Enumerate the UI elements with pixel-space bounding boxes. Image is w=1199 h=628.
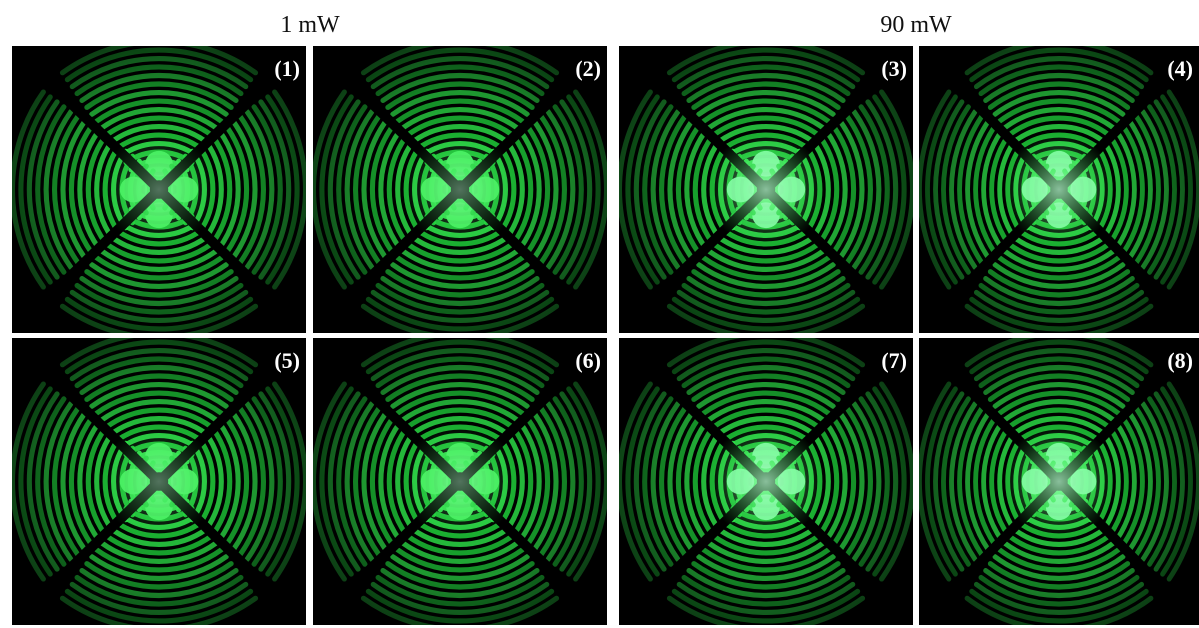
fringe-pattern xyxy=(313,338,607,625)
interference-panel-7: (7) xyxy=(619,338,913,625)
fringe-pattern xyxy=(12,46,306,333)
group-title-1mw: 1 mW xyxy=(280,12,340,38)
interference-panel-1: (1) xyxy=(12,46,306,333)
panel-label: (5) xyxy=(274,348,300,373)
fringe-pattern xyxy=(919,338,1199,625)
interference-panel-3: (3) xyxy=(619,46,913,333)
interference-panel-6: (6) xyxy=(313,338,607,625)
panel-label: (8) xyxy=(1167,348,1193,373)
fringe-pattern xyxy=(313,46,607,333)
fringe-pattern xyxy=(12,338,306,625)
interference-panel-2: (2) xyxy=(313,46,607,333)
panel-label: (7) xyxy=(881,348,907,373)
fringe-pattern xyxy=(619,338,913,625)
panel-label: (4) xyxy=(1167,56,1193,81)
panel-label: (2) xyxy=(575,56,601,81)
interference-panel-5: (5) xyxy=(12,338,306,625)
interference-panel-8: (8) xyxy=(919,338,1199,625)
interference-panel-4: (4) xyxy=(919,46,1199,333)
fringe-pattern xyxy=(919,46,1199,333)
group-title-90mw: 90 mW xyxy=(880,12,952,38)
fringe-pattern xyxy=(619,46,913,333)
panel-label: (1) xyxy=(274,56,300,81)
panel-label: (6) xyxy=(575,348,601,373)
panel-label: (3) xyxy=(881,56,907,81)
